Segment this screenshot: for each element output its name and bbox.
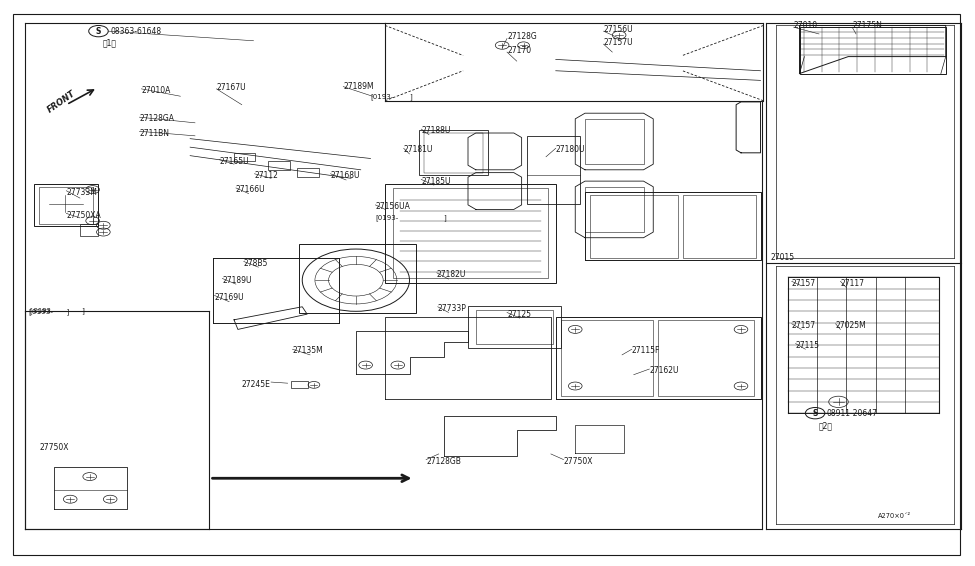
Text: 27010A: 27010A (141, 86, 171, 95)
Text: S: S (96, 27, 101, 36)
Text: （2）: （2） (819, 421, 833, 430)
Text: [0193-      ]: [0193- ] (29, 307, 86, 314)
Bar (585, 187, 644, 232)
Bar (393, 188, 548, 278)
Bar (526, 136, 580, 204)
Text: 27157: 27157 (792, 321, 816, 330)
Text: 27135M: 27135M (292, 346, 324, 355)
Text: 27157U: 27157U (604, 38, 633, 47)
Text: 27167U: 27167U (216, 83, 246, 92)
Text: 27156UA: 27156UA (375, 202, 410, 211)
Text: 27180U: 27180U (556, 145, 585, 155)
Bar (297, 168, 319, 177)
Text: 27189M: 27189M (343, 82, 373, 91)
Text: [0193-      ]: [0193- ] (29, 308, 69, 315)
Text: 27750XA: 27750XA (66, 211, 101, 220)
Bar (34, 184, 98, 226)
Text: 27156U: 27156U (604, 25, 633, 34)
Bar (561, 320, 653, 396)
Bar (424, 133, 483, 173)
Bar (788, 277, 939, 413)
Text: 27189U: 27189U (222, 276, 252, 285)
Text: 27168U: 27168U (331, 171, 360, 180)
Text: 08363-61648: 08363-61648 (110, 27, 161, 36)
Text: 27015: 27015 (770, 253, 795, 262)
Text: 27166U: 27166U (236, 185, 265, 194)
Text: （1）: （1） (102, 38, 116, 47)
Text: 27169U: 27169U (214, 293, 244, 302)
Bar (585, 119, 644, 164)
Text: 27175N: 27175N (852, 21, 882, 30)
Text: 27733M: 27733M (66, 188, 98, 197)
Text: A270×0´²: A270×0´² (878, 513, 911, 519)
Text: 27157: 27157 (792, 278, 816, 288)
Bar (658, 320, 754, 396)
Bar (291, 381, 308, 388)
Bar (268, 161, 290, 170)
Text: 27165U: 27165U (219, 157, 249, 166)
Bar (682, 195, 756, 258)
Bar (39, 187, 93, 224)
Text: ]: ] (410, 93, 412, 100)
Bar (476, 310, 553, 344)
Text: 27733P: 27733P (438, 304, 467, 313)
Bar (468, 306, 561, 348)
Text: S: S (812, 409, 818, 418)
Text: 27117: 27117 (840, 278, 865, 288)
Bar (590, 195, 678, 258)
Text: 27750X: 27750X (564, 457, 593, 466)
Text: 27188U: 27188U (421, 126, 450, 135)
Text: 27115F: 27115F (632, 346, 660, 355)
Text: 27010: 27010 (794, 21, 818, 30)
Text: 27128G: 27128G (507, 32, 537, 41)
Text: ]: ] (444, 215, 447, 221)
Text: 27125: 27125 (507, 310, 531, 319)
Text: 27112: 27112 (254, 171, 278, 180)
Bar (299, 244, 416, 313)
Text: 27115: 27115 (796, 341, 820, 350)
Bar (234, 153, 255, 161)
Text: 2711BN: 2711BN (139, 128, 170, 138)
Text: FRONT: FRONT (46, 89, 77, 115)
Bar (80, 224, 98, 236)
Bar (385, 184, 556, 283)
Text: 27170: 27170 (507, 46, 531, 55)
Text: 27245E: 27245E (242, 380, 271, 389)
Text: [0193-: [0193- (375, 215, 399, 221)
Text: 27181U: 27181U (404, 145, 433, 155)
Text: 27750X: 27750X (39, 443, 68, 452)
Text: 27025M: 27025M (836, 321, 867, 330)
Text: 08911-20647: 08911-20647 (827, 409, 878, 418)
Bar (419, 130, 488, 175)
Bar (800, 27, 946, 74)
Text: 27162U: 27162U (649, 366, 679, 375)
Text: 27128GA: 27128GA (139, 114, 175, 123)
Text: 278B5: 278B5 (244, 259, 268, 268)
Text: 27182U: 27182U (437, 270, 466, 279)
Text: [0193-: [0193- (370, 93, 394, 100)
Text: 27185U: 27185U (421, 177, 450, 186)
Text: 27128GB: 27128GB (426, 457, 461, 466)
